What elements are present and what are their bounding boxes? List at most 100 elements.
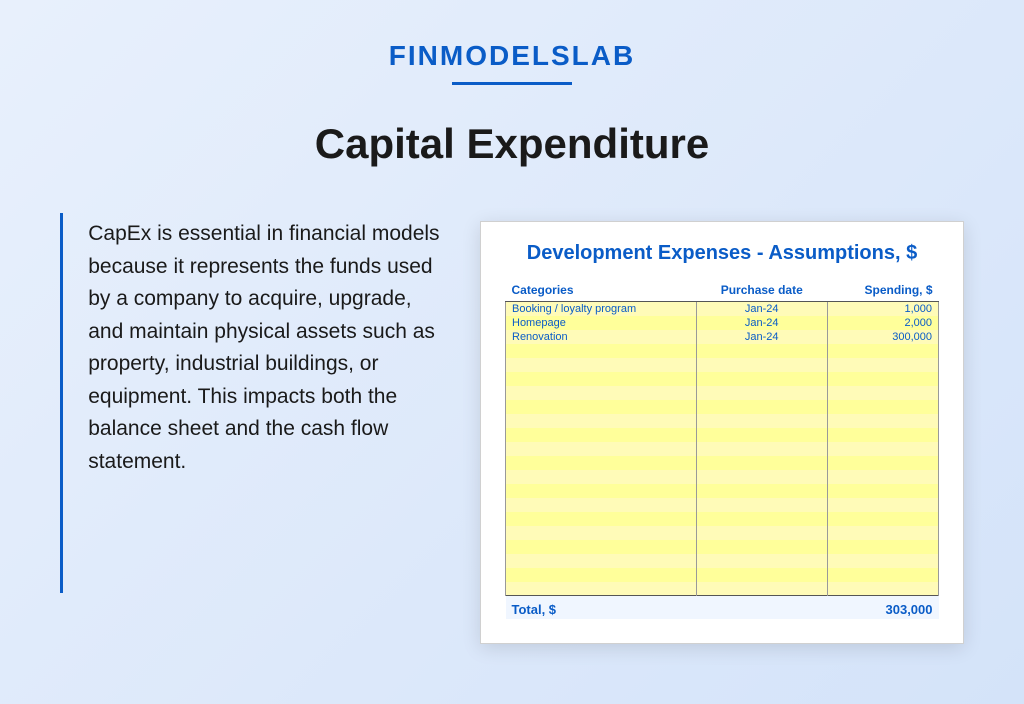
table-row bbox=[506, 554, 939, 568]
left-column: CapEx is essential in financial models b… bbox=[60, 213, 440, 593]
table-cell bbox=[506, 456, 697, 470]
table-row bbox=[506, 512, 939, 526]
table-cell bbox=[827, 498, 938, 512]
table-cell bbox=[827, 428, 938, 442]
table-cell bbox=[696, 442, 827, 456]
right-column: Development Expenses - Assumptions, $ Ca… bbox=[480, 213, 964, 644]
table-cell bbox=[696, 526, 827, 540]
table-cell bbox=[696, 358, 827, 372]
table-cell bbox=[696, 484, 827, 498]
table-cell bbox=[696, 386, 827, 400]
table-cell bbox=[696, 512, 827, 526]
table-row bbox=[506, 526, 939, 540]
table-row bbox=[506, 372, 939, 386]
table-cell bbox=[696, 568, 827, 582]
table-cell: Renovation bbox=[506, 330, 697, 344]
table-cell bbox=[827, 372, 938, 386]
expense-table: Categories Purchase date Spending, $ Boo… bbox=[505, 279, 939, 619]
table-cell: Jan-24 bbox=[696, 330, 827, 344]
table-cell bbox=[506, 540, 697, 554]
table-row bbox=[506, 358, 939, 372]
table-row bbox=[506, 414, 939, 428]
table-row bbox=[506, 456, 939, 470]
accent-bar bbox=[60, 213, 63, 593]
table-cell bbox=[506, 526, 697, 540]
table-cell bbox=[506, 442, 697, 456]
table-cell bbox=[506, 344, 697, 358]
table-row bbox=[506, 344, 939, 358]
table-cell: 2,000 bbox=[827, 316, 938, 330]
table-cell bbox=[827, 484, 938, 498]
table-cell bbox=[506, 414, 697, 428]
table-cell bbox=[696, 554, 827, 568]
brand-name: FINMODELSLAB bbox=[60, 40, 964, 72]
table-cell bbox=[827, 526, 938, 540]
sheet-title: Development Expenses - Assumptions, $ bbox=[505, 242, 939, 265]
table-cell bbox=[506, 400, 697, 414]
table-row bbox=[506, 582, 939, 596]
table-cell bbox=[696, 344, 827, 358]
brand-underline bbox=[452, 82, 572, 85]
page-title: Capital Expenditure bbox=[60, 120, 964, 168]
table-cell: Jan-24 bbox=[696, 302, 827, 316]
table-body: Booking / loyalty programJan-241,000Home… bbox=[506, 302, 939, 596]
table-cell bbox=[696, 372, 827, 386]
table-cell bbox=[696, 428, 827, 442]
total-spacer bbox=[696, 596, 827, 620]
table-cell bbox=[827, 400, 938, 414]
col-purchase-date: Purchase date bbox=[696, 279, 827, 302]
table-cell bbox=[696, 414, 827, 428]
table-row: RenovationJan-24300,000 bbox=[506, 330, 939, 344]
table-row: HomepageJan-242,000 bbox=[506, 316, 939, 330]
table-cell bbox=[696, 540, 827, 554]
table-cell bbox=[827, 554, 938, 568]
table-cell: Booking / loyalty program bbox=[506, 302, 697, 316]
table-cell bbox=[827, 414, 938, 428]
table-cell: Jan-24 bbox=[696, 316, 827, 330]
table-cell: Homepage bbox=[506, 316, 697, 330]
table-row bbox=[506, 498, 939, 512]
table-cell bbox=[827, 470, 938, 484]
table-cell bbox=[696, 456, 827, 470]
table-cell bbox=[696, 498, 827, 512]
table-row bbox=[506, 386, 939, 400]
col-spending: Spending, $ bbox=[827, 279, 938, 302]
table-cell bbox=[506, 582, 697, 596]
col-categories: Categories bbox=[506, 279, 697, 302]
table-cell: 300,000 bbox=[827, 330, 938, 344]
table-row bbox=[506, 442, 939, 456]
total-value: 303,000 bbox=[827, 596, 938, 620]
table-row bbox=[506, 470, 939, 484]
table-total-row: Total, $ 303,000 bbox=[506, 596, 939, 620]
table-cell bbox=[827, 582, 938, 596]
table-cell bbox=[827, 386, 938, 400]
table-cell bbox=[696, 400, 827, 414]
spreadsheet-panel: Development Expenses - Assumptions, $ Ca… bbox=[480, 221, 964, 644]
table-cell bbox=[506, 568, 697, 582]
table-cell bbox=[506, 512, 697, 526]
table-cell bbox=[827, 512, 938, 526]
table-row bbox=[506, 400, 939, 414]
table-cell bbox=[506, 554, 697, 568]
table-cell bbox=[506, 386, 697, 400]
table-cell bbox=[827, 358, 938, 372]
table-row bbox=[506, 484, 939, 498]
table-cell: 1,000 bbox=[827, 302, 938, 316]
table-cell bbox=[827, 568, 938, 582]
table-cell bbox=[696, 470, 827, 484]
total-label: Total, $ bbox=[506, 596, 697, 620]
table-row bbox=[506, 568, 939, 582]
table-cell bbox=[506, 498, 697, 512]
table-cell bbox=[827, 456, 938, 470]
table-row bbox=[506, 428, 939, 442]
table-cell bbox=[506, 372, 697, 386]
page: FINMODELSLAB Capital Expenditure CapEx i… bbox=[0, 0, 1024, 704]
table-row: Booking / loyalty programJan-241,000 bbox=[506, 302, 939, 316]
table-cell bbox=[506, 358, 697, 372]
table-cell bbox=[827, 442, 938, 456]
table-header-row: Categories Purchase date Spending, $ bbox=[506, 279, 939, 302]
content-row: CapEx is essential in financial models b… bbox=[60, 213, 964, 644]
table-row bbox=[506, 540, 939, 554]
table-cell bbox=[696, 582, 827, 596]
table-cell bbox=[506, 428, 697, 442]
